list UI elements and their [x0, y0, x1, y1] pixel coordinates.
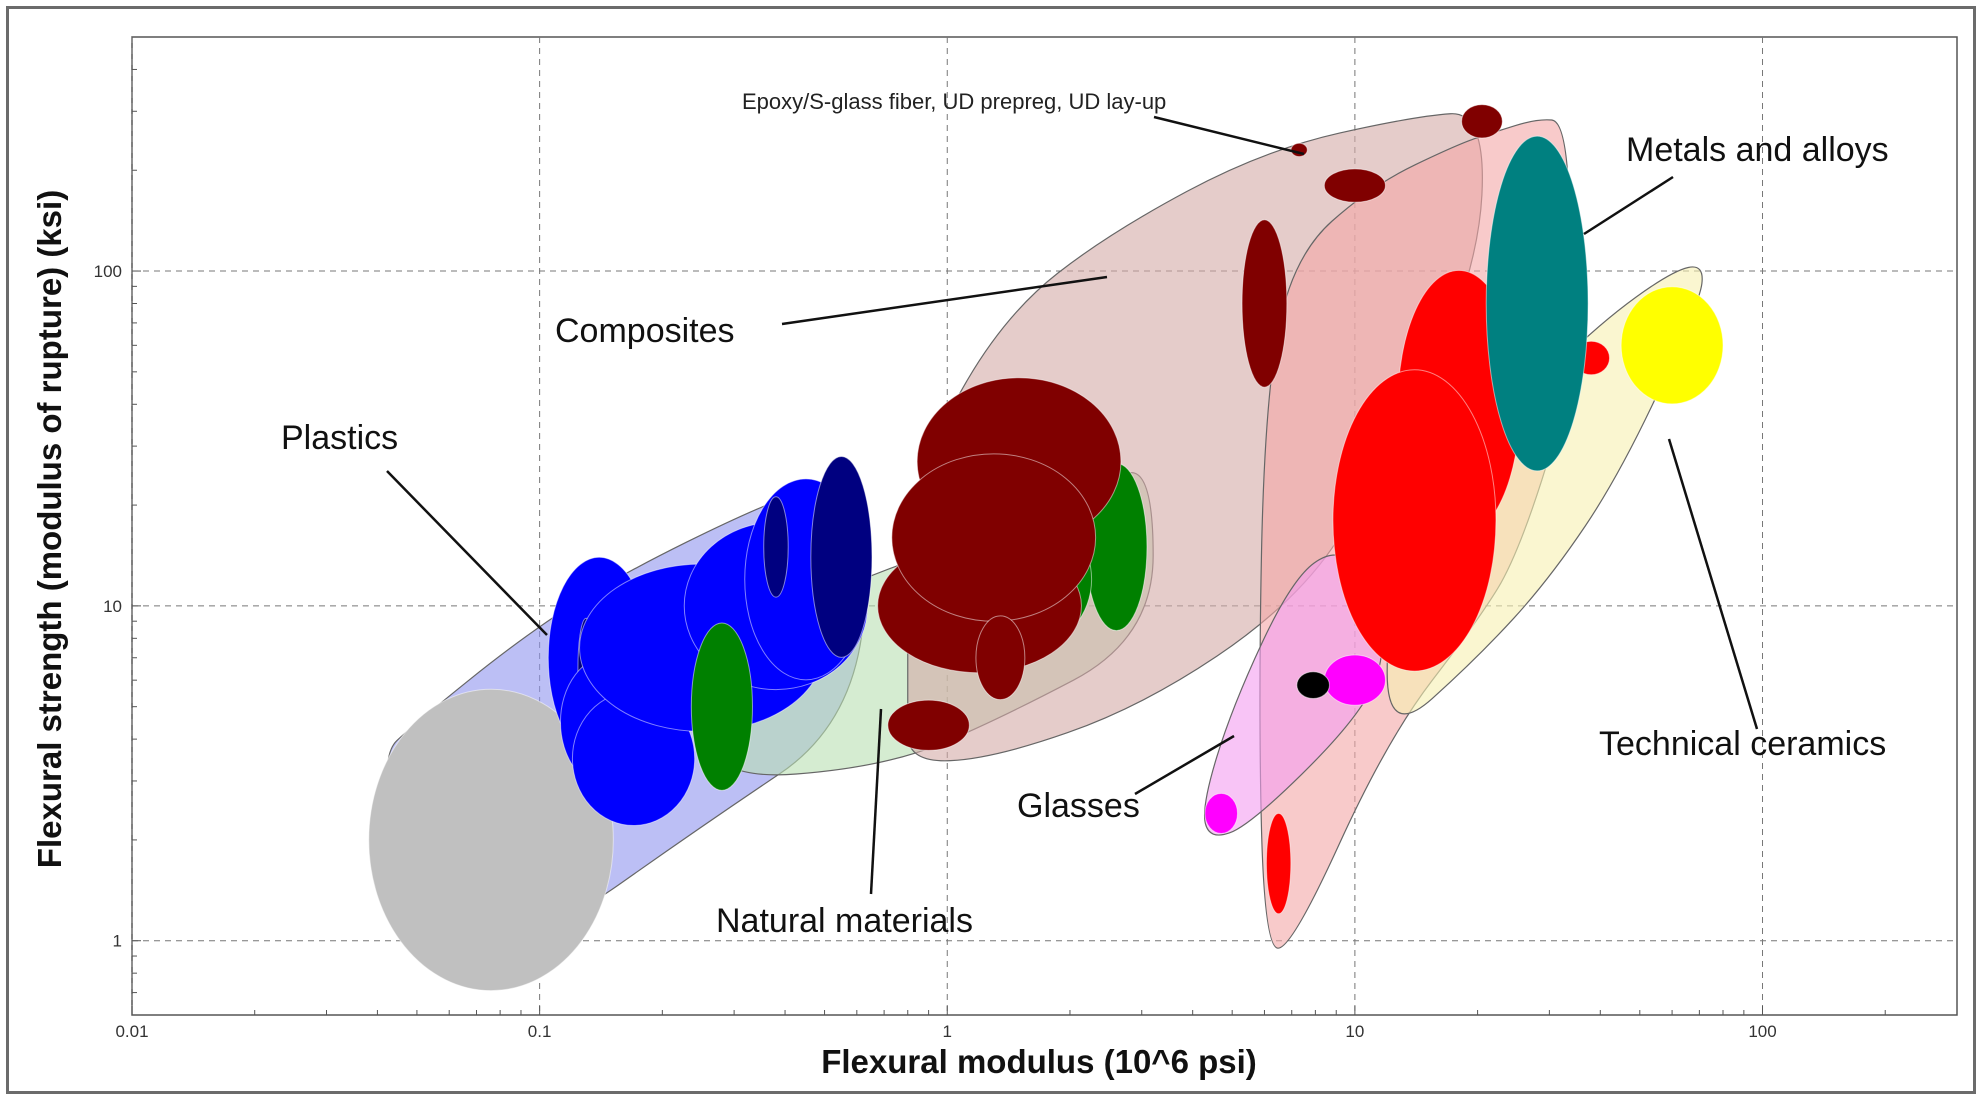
family-label-composites: Composites: [555, 312, 735, 350]
x-axis-title: Flexural modulus (10^6 psi): [821, 1043, 1257, 1080]
grade-bubble-plastics: [810, 455, 873, 658]
leader-line-glasses: [1134, 734, 1235, 796]
grade-bubble-composites: [1323, 168, 1386, 203]
chart-frame: 0.01 0.1 1 10 100 1 10 100 Flexural modulus (10…: [6, 6, 1976, 1094]
family-callouts: [386, 115, 1759, 895]
grade-bubble-natural-materials: [690, 622, 753, 791]
leader-line-composites: [781, 275, 1108, 326]
x-tick-label: 0.01: [115, 1022, 148, 1041]
y-axis-title: Flexural strength (modulus of rupture) (…: [31, 190, 68, 868]
grade-bubble-composites: [891, 453, 1097, 622]
grade-bubble-composites: [1461, 104, 1503, 139]
x-tick-label: 0.1: [528, 1022, 552, 1041]
tick-labels: 0.01 0.1 1 10 100 1 10 100: [94, 36, 1958, 1041]
family-label-natural-materials: Natural materials: [716, 902, 973, 940]
grade-bubble-metals-and-alloys: [1332, 369, 1497, 672]
material-grades: [368, 104, 1724, 992]
leader-line-natural-materials: [869, 708, 883, 895]
grade-bubble-glasses: [1296, 671, 1330, 699]
grade-bubble-composites: [975, 615, 1026, 701]
grade-bubble-metals-and-alloys: [1485, 135, 1589, 472]
grade-bubble-metals-and-alloys: [1265, 812, 1292, 915]
family-label-plastics: Plastics: [281, 419, 398, 457]
leader-line-technical-ceramics: [1667, 438, 1759, 730]
y-tick-label: 100: [94, 262, 122, 281]
grade-bubble-glasses: [1323, 654, 1386, 706]
y-tick-label: 10: [103, 597, 122, 616]
grade-bubble-composites: [887, 699, 970, 751]
x-tick-label: 10: [1345, 1022, 1364, 1041]
grade-bubble-composites: [1290, 142, 1308, 158]
grade-bubble-technical-ceramics: [1620, 286, 1724, 405]
grade-bubble-plastics: [368, 688, 614, 992]
grade-bubble-plastics: [763, 496, 789, 598]
leader-line-plastics: [386, 470, 548, 636]
family-label-metals-and-alloys: Metals and alloys: [1626, 131, 1889, 169]
leader-line-metals-and-alloys: [1583, 175, 1674, 236]
x-tick-label: 100: [1748, 1022, 1776, 1041]
annotation-epoxy-s-glass: Epoxy/S-glass fiber, UD prepreg, UD lay-…: [742, 89, 1166, 114]
flexural-chart: 0.01 0.1 1 10 100 1 10 100 Flexural modulus (10…: [31, 36, 1958, 1080]
x-tick-label: 1: [943, 1022, 952, 1041]
grade-bubble-composites: [1241, 219, 1288, 388]
family-label-glasses: Glasses: [1017, 787, 1140, 825]
leader-line-epoxy-s-glass: [1153, 115, 1305, 156]
grade-bubble-glasses: [1204, 792, 1239, 834]
family-label-technical-ceramics: Technical ceramics: [1599, 725, 1886, 763]
y-tick-label: 1: [113, 932, 122, 951]
